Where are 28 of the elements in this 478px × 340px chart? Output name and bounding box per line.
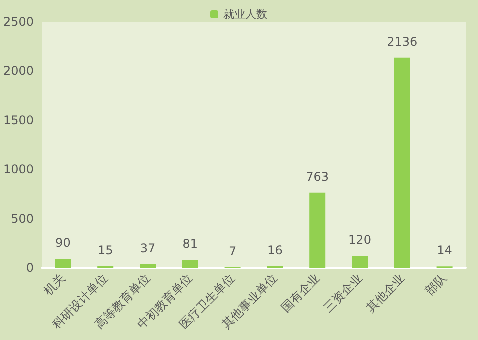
y-tick-label: 500 xyxy=(11,212,34,226)
x-tick-label: 其他企业 xyxy=(364,271,408,315)
data-label: 763 xyxy=(306,170,330,184)
data-label: 81 xyxy=(182,237,198,252)
x-tick-label: 国有企业 xyxy=(278,271,323,315)
bar xyxy=(55,259,72,268)
y-tick-label: 0 xyxy=(26,261,34,275)
x-tick-label: 机关 xyxy=(41,271,68,298)
data-label: 90 xyxy=(56,236,71,250)
data-label: 2136 xyxy=(387,34,418,49)
data-label: 14 xyxy=(437,244,452,258)
data-label: 37 xyxy=(140,241,156,256)
bar xyxy=(182,260,198,268)
data-label: 7 xyxy=(228,244,237,258)
bar xyxy=(352,256,368,268)
data-label: 16 xyxy=(268,243,283,258)
bar xyxy=(140,264,156,268)
x-tick-label: 三资企业 xyxy=(321,271,365,315)
data-label: 120 xyxy=(348,233,372,248)
y-tick-label: 2000 xyxy=(3,64,34,78)
y-tick-label: 2500 xyxy=(3,15,34,29)
legend-label: 就业人数 xyxy=(224,8,268,21)
y-tick-label: 1500 xyxy=(3,113,34,128)
bar xyxy=(310,192,326,268)
data-label: 15 xyxy=(98,244,114,258)
x-tick-label: 部队 xyxy=(422,271,450,298)
bar xyxy=(394,58,410,268)
y-tick-label: 1000 xyxy=(3,162,34,177)
